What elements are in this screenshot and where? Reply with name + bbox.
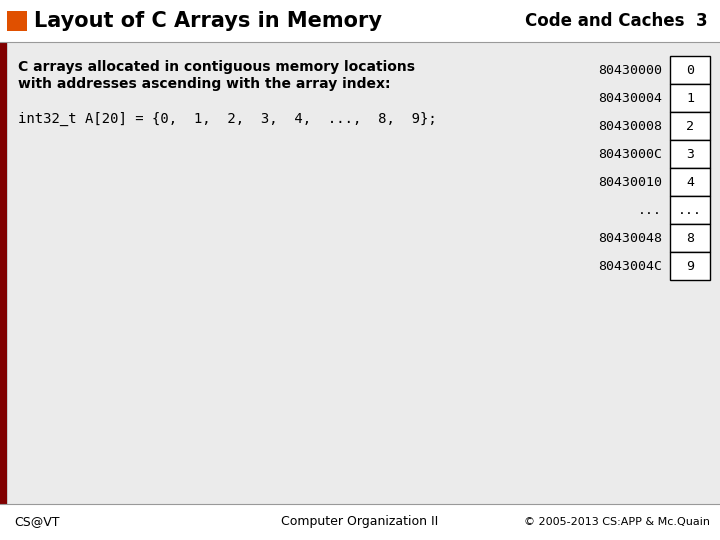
Text: 80430010: 80430010 bbox=[598, 176, 662, 188]
Text: 9: 9 bbox=[686, 260, 694, 273]
Text: 80430048: 80430048 bbox=[598, 232, 662, 245]
Text: 8043004C: 8043004C bbox=[598, 260, 662, 273]
Text: 1: 1 bbox=[686, 91, 694, 105]
Text: 80430008: 80430008 bbox=[598, 119, 662, 132]
FancyBboxPatch shape bbox=[0, 0, 720, 42]
FancyBboxPatch shape bbox=[670, 112, 710, 140]
FancyBboxPatch shape bbox=[670, 140, 710, 168]
Text: 0: 0 bbox=[686, 64, 694, 77]
FancyBboxPatch shape bbox=[7, 42, 720, 504]
FancyBboxPatch shape bbox=[670, 56, 710, 84]
Text: © 2005-2013 CS:APP & Mc.Quain: © 2005-2013 CS:APP & Mc.Quain bbox=[524, 517, 710, 527]
Text: 2: 2 bbox=[686, 119, 694, 132]
FancyBboxPatch shape bbox=[670, 84, 710, 112]
FancyBboxPatch shape bbox=[670, 224, 710, 252]
FancyBboxPatch shape bbox=[0, 504, 720, 540]
Text: ...: ... bbox=[678, 204, 702, 217]
Text: Code and Caches  3: Code and Caches 3 bbox=[526, 12, 708, 30]
Text: 3: 3 bbox=[686, 147, 694, 160]
FancyBboxPatch shape bbox=[0, 42, 7, 504]
Text: Layout of C Arrays in Memory: Layout of C Arrays in Memory bbox=[34, 11, 382, 31]
FancyBboxPatch shape bbox=[7, 11, 27, 31]
Text: 8043000C: 8043000C bbox=[598, 147, 662, 160]
Text: int32_t A[20] = {0,  1,  2,  3,  4,  ...,  8,  9};: int32_t A[20] = {0, 1, 2, 3, 4, ..., 8, … bbox=[18, 112, 437, 126]
Text: with addresses ascending with the array index:: with addresses ascending with the array … bbox=[18, 77, 390, 91]
Text: Computer Organization II: Computer Organization II bbox=[282, 516, 438, 529]
Text: 80430000: 80430000 bbox=[598, 64, 662, 77]
FancyBboxPatch shape bbox=[670, 196, 710, 224]
FancyBboxPatch shape bbox=[670, 168, 710, 196]
Text: 8: 8 bbox=[686, 232, 694, 245]
Text: ...: ... bbox=[638, 204, 662, 217]
Text: C arrays allocated in contiguous memory locations: C arrays allocated in contiguous memory … bbox=[18, 60, 415, 74]
Text: CS@VT: CS@VT bbox=[14, 516, 60, 529]
Text: 80430004: 80430004 bbox=[598, 91, 662, 105]
FancyBboxPatch shape bbox=[670, 252, 710, 280]
Text: 4: 4 bbox=[686, 176, 694, 188]
